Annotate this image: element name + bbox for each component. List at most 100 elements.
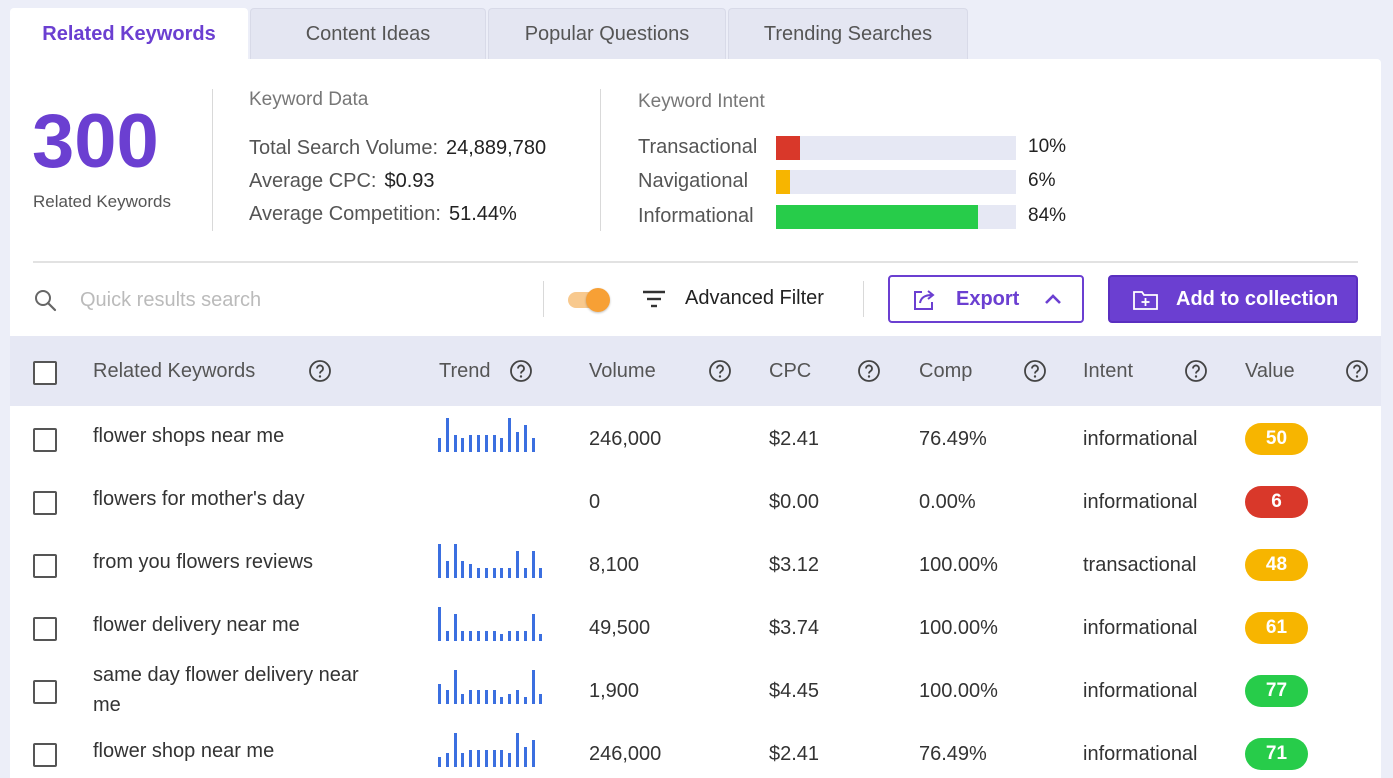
intent-bar: [776, 170, 1016, 194]
keyword-count: 300: [32, 99, 159, 184]
header-intent[interactable]: Intent: [1083, 360, 1134, 382]
value-badge: 61: [1245, 612, 1308, 644]
trend-bar: [445, 631, 449, 641]
filter-icon[interactable]: [642, 288, 666, 310]
intent-bar-fill: [776, 170, 791, 194]
keyword-text[interactable]: flower shop near me: [93, 740, 275, 762]
select-all-checkbox[interactable]: [33, 361, 57, 385]
share-icon: [914, 290, 935, 310]
table-row[interactable]: from you flowers reviews 8,100 $3.12 100.00…: [10, 534, 1381, 597]
intent-label: Transactional: [638, 136, 758, 158]
add-to-collection-button[interactable]: Add to collection: [1108, 275, 1358, 323]
stat-value: 51.44%: [448, 203, 517, 225]
advanced-filter-button[interactable]: Advanced Filter: [685, 287, 824, 309]
tab-content-ideas[interactable]: Content Ideas: [250, 8, 486, 60]
trend-bar: [438, 607, 441, 641]
trend-bar: [445, 561, 449, 578]
keyword-text[interactable]: from you flowers reviews: [93, 551, 314, 573]
export-button[interactable]: Export: [888, 275, 1084, 323]
help-icon[interactable]: [1023, 359, 1047, 383]
trend-bar: [477, 750, 480, 767]
trend-bar: [516, 551, 519, 578]
header-keyword[interactable]: Related Keywords: [93, 360, 256, 382]
table-row[interactable]: flower delivery near me 49,500 $3.74 100.00…: [10, 597, 1381, 660]
trend-bar: [492, 750, 496, 767]
cpc-cell: $0.00: [769, 491, 820, 513]
trend-bar: [523, 747, 527, 767]
keyword-text[interactable]: flowers for mother's day: [93, 488, 305, 510]
tab-related-keywords[interactable]: Related Keywords: [10, 8, 248, 60]
cpc-cell: $2.41: [769, 743, 820, 765]
keyword-text[interactable]: flower delivery near me: [93, 614, 300, 636]
cpc-cell: $2.41: [769, 428, 820, 450]
comp-cell: 76.49%: [919, 743, 987, 765]
trend-bar: [469, 690, 473, 704]
help-icon[interactable]: [1184, 359, 1208, 383]
trend-bar: [500, 634, 504, 641]
table-row[interactable]: same day flower delivery near me 1,900 $4.…: [10, 660, 1381, 723]
trend-bar: [484, 750, 488, 767]
help-icon[interactable]: [509, 359, 533, 383]
trend-bar: [469, 435, 473, 452]
trend-bar: [500, 568, 504, 578]
table-row[interactable]: flowers for mother's day 0 $0.00 0.00% infor…: [10, 471, 1381, 534]
intent-informational: Informational 84%: [638, 205, 1098, 229]
header-trend[interactable]: Trend: [439, 360, 491, 382]
value-badge: 48: [1245, 549, 1308, 581]
trend-bar: [461, 694, 465, 704]
row-checkbox[interactable]: [33, 680, 57, 704]
trend-bar: [516, 432, 519, 452]
trend-bar: [531, 614, 535, 641]
header-cpc[interactable]: CPC: [769, 360, 812, 382]
trend-bar: [531, 551, 535, 578]
help-icon[interactable]: [1345, 359, 1369, 383]
keyword-text[interactable]: same day flower delivery near me: [93, 664, 359, 716]
trend-bar: [539, 634, 543, 641]
row-checkbox[interactable]: [33, 554, 57, 578]
trend-bar: [477, 631, 480, 641]
trend-bar: [516, 733, 519, 767]
stat-label: Average Competition:: [249, 203, 441, 225]
quick-search-input[interactable]: [80, 283, 530, 317]
trend-sparkline: [438, 479, 544, 515]
row-checkbox[interactable]: [33, 491, 57, 515]
trend-bar: [508, 694, 512, 704]
trend-bar: [469, 564, 473, 578]
help-icon[interactable]: [708, 359, 732, 383]
results-toggle[interactable]: [568, 288, 610, 312]
trend-bar: [531, 670, 535, 704]
header-value[interactable]: Value: [1245, 360, 1295, 382]
intent-cell: informational: [1083, 491, 1198, 513]
trend-bar: [492, 568, 496, 578]
comp-cell: 100.00%: [919, 554, 998, 576]
trend-bar: [492, 631, 496, 641]
volume-cell: 0: [589, 491, 601, 513]
help-icon[interactable]: [308, 359, 332, 383]
help-icon[interactable]: [857, 359, 881, 383]
header-volume[interactable]: Volume: [589, 360, 656, 382]
keyword-text[interactable]: flower shops near me: [93, 425, 285, 447]
results-panel: 300 Related Keywords Keyword Data Total …: [10, 59, 1381, 778]
intent-bar: [776, 205, 1016, 229]
row-checkbox[interactable]: [33, 743, 57, 767]
tab-trending-searches[interactable]: Trending Searches: [728, 8, 968, 60]
trend-bar: [500, 438, 504, 452]
divider: [863, 281, 864, 317]
intent-bar: [776, 136, 1016, 160]
folder-plus-icon: [1133, 291, 1158, 310]
trend-bar: [516, 690, 519, 704]
tab-popular-questions[interactable]: Popular Questions: [488, 8, 726, 60]
trend-bar: [461, 438, 465, 452]
trend-bar: [531, 438, 535, 452]
search-icon: [35, 290, 57, 312]
table-row[interactable]: flower shop near me 246,000 $2.41 76.49% inf…: [10, 723, 1381, 778]
row-checkbox[interactable]: [33, 617, 57, 641]
row-checkbox[interactable]: [33, 428, 57, 452]
toggle-knob: [586, 288, 610, 312]
header-comp[interactable]: Comp: [919, 360, 973, 382]
trend-bar: [492, 435, 496, 452]
table-header: Related Keywords Trend Volume CPC Comp I…: [10, 336, 1381, 406]
table-row[interactable]: flower shops near me 246,000 $2.41 76.49% in…: [10, 408, 1381, 471]
trend-bar: [508, 753, 512, 767]
trend-bar: [469, 750, 473, 767]
